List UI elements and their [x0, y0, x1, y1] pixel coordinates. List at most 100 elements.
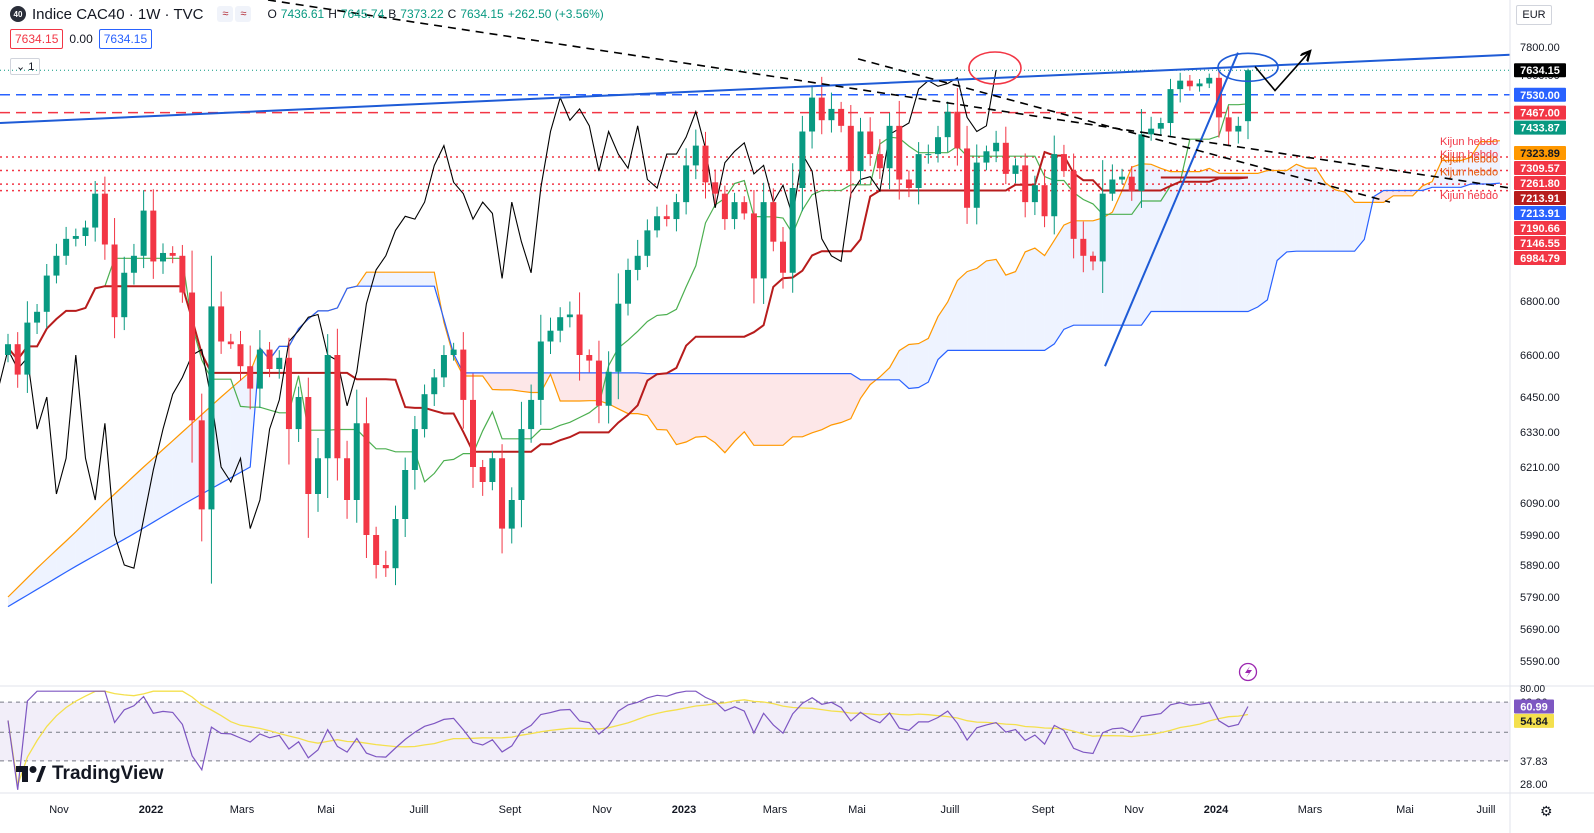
candle-body [373, 535, 380, 565]
candle-body [305, 397, 312, 494]
level-price-text: 7433.87 [1520, 123, 1560, 135]
resistance-circle [968, 51, 1022, 85]
rsi-pane [0, 701, 1510, 762]
cloud-segment [753, 373, 764, 446]
long-trendline [0, 53, 1510, 125]
price-tick-label: 5990.00 [1520, 530, 1560, 542]
rsi-tick-label: 37.83 [1520, 756, 1548, 768]
senkou-span-a-line [7, 140, 1500, 598]
level-price-text: 7309.57 [1520, 163, 1560, 175]
candle-body [218, 306, 225, 342]
cloud-segment [724, 373, 735, 453]
chart-title[interactable]: Indice CAC40 · 1W · TVC [32, 5, 204, 23]
cloud-segment [899, 344, 909, 389]
cloud-segment [695, 373, 706, 438]
candle-body [1186, 80, 1193, 87]
candle-body [1225, 117, 1232, 132]
time-tick-label: Juill [1477, 804, 1496, 816]
price-axis-level-labels: 7634.15 7530.00 7467.00 7433.87 7323.89 7309.… [1514, 63, 1566, 266]
candle-body [24, 322, 31, 375]
cloud-segment [628, 372, 638, 414]
price-tick-label: 6330.00 [1520, 427, 1560, 439]
cloud-segment [1228, 173, 1239, 312]
brand-name: TradingView [52, 763, 164, 784]
candle-body [1002, 142, 1009, 174]
trade-row: 7634.15 0.00 7634.15 [10, 29, 153, 49]
candle-body [150, 210, 157, 262]
cloud-segment [1112, 190, 1123, 326]
currency-select[interactable]: EUR [1516, 5, 1552, 25]
cloud-segment [511, 372, 522, 392]
cloud-segment [1015, 251, 1026, 351]
candle-body [1070, 171, 1077, 239]
time-tick-label: Nov [1124, 804, 1144, 816]
candle-body [857, 131, 864, 172]
alert-icon[interactable]: ≈ [217, 6, 234, 22]
cloud-segment [405, 272, 415, 287]
price-axis[interactable]: 7800.007600.006800.006600.006450.006330.… [1520, 42, 1560, 668]
rsi-value-text: 60.99 [1520, 701, 1548, 713]
kijun-label: Kijun hebdo [1440, 167, 1498, 179]
candle-body [198, 420, 205, 510]
time-tick-label: Nov [592, 804, 612, 816]
cloud-segment [1490, 140, 1500, 185]
time-axis[interactable]: Nov 2022 Mars Mai Juill Sept Nov 2023 Mars Mai Jui… [49, 804, 1495, 816]
cloud-segment [1005, 271, 1016, 351]
level-price-text: 7261.80 [1520, 178, 1560, 190]
candle-body [285, 357, 292, 430]
candle-body [1235, 125, 1242, 132]
rsi-top-label: 80.00 [1520, 684, 1545, 695]
level-price-text: 6984.79 [1520, 253, 1560, 265]
candle-body [169, 252, 176, 256]
price-tick-label: 6210.00 [1520, 462, 1560, 474]
candle-body [595, 360, 602, 406]
candle-body [741, 202, 748, 214]
candle-body [692, 145, 699, 166]
candle-body [1109, 179, 1116, 194]
projection-arrow [1254, 51, 1310, 92]
kijun-label: Kijun hebdo [1440, 136, 1498, 148]
level-price-text: 7634.15 [1520, 65, 1560, 77]
candle-body [1244, 70, 1252, 122]
quantity-stepper[interactable]: ⌄ 1 [10, 58, 41, 75]
candle-body [663, 216, 670, 220]
level-price-tag [1514, 221, 1566, 236]
level-price-tag [1514, 105, 1566, 120]
candle-body [634, 255, 641, 270]
candle-body [179, 255, 186, 293]
buy-button[interactable]: 7634.15 [98, 29, 153, 49]
cloud-segment [734, 373, 745, 442]
candle-body [847, 125, 854, 172]
spread-value: 0.00 [69, 32, 93, 46]
sell-button[interactable]: 7634.15 [10, 29, 64, 49]
dashed-trendline [857, 58, 1391, 203]
cloud-segment [114, 485, 125, 545]
kijun-label: Kijun hebdo [1440, 154, 1498, 166]
time-tick-label: Mai [1396, 804, 1414, 816]
candle-body [779, 241, 787, 273]
steep-trendline [1104, 52, 1239, 367]
cloud-segment [1315, 168, 1326, 252]
cloud-segment [521, 372, 532, 393]
candle-body [431, 377, 438, 395]
settings-gear-icon[interactable]: ⚙ [1540, 803, 1553, 819]
cloud-segment [95, 503, 105, 556]
candle-body [1060, 154, 1067, 172]
rsi-ma-value-tag [1514, 713, 1554, 728]
candle-body [344, 458, 351, 500]
cloud-segment [1189, 171, 1200, 312]
candle-body [750, 213, 757, 279]
candle-body [915, 154, 922, 188]
cloud-segment [938, 302, 948, 360]
quantity-value: 1 [28, 61, 35, 73]
cloud-segment [773, 373, 783, 446]
candle-body [440, 355, 447, 378]
candle-body [934, 137, 942, 155]
compare-icon[interactable]: ≈ [235, 6, 252, 22]
candle-body [605, 371, 612, 406]
kijun-label: Kijun hebdo [1440, 149, 1498, 161]
candle-body [189, 292, 196, 421]
lightning-icon[interactable] [1238, 662, 1258, 682]
